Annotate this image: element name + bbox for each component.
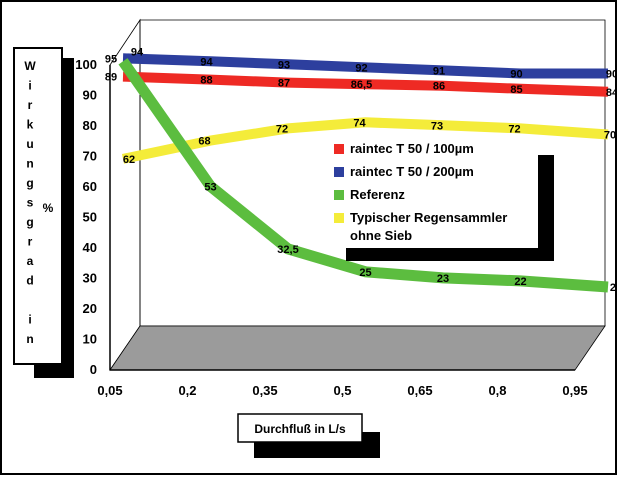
floor (109, 325, 606, 371)
x-tick-label: 0,95 (562, 383, 587, 398)
y-axis-label-letter: a (27, 254, 34, 268)
series-line (122, 53, 608, 79)
y-tick-label: 20 (83, 301, 97, 316)
y-tick-labels: 0 10 20 30 40 50 60 70 80 90 100 (75, 57, 97, 377)
x-tick-label: 0,5 (333, 383, 351, 398)
data-label: 90 (510, 69, 522, 81)
data-label: 68 (198, 136, 210, 148)
y-axis-label-letter: r (28, 235, 33, 249)
data-label: 86 (433, 81, 445, 93)
legend-swatch (334, 213, 344, 223)
data-label: 32,5 (277, 244, 298, 256)
series-lines (118, 53, 609, 293)
y-tick-label: 10 (83, 332, 97, 347)
data-label: 84 (606, 87, 617, 99)
legend-entry: raintec T 50 / 100µm (350, 141, 474, 156)
legend: raintec T 50 / 100µm raintec T 50 / 200µm… (334, 141, 507, 243)
x-axis-label: Durchfluß in L/s (254, 422, 346, 436)
legend-entry: ohne Sieb (350, 228, 412, 243)
data-label: 92 (355, 62, 367, 74)
y-axis-label-letter: i (28, 313, 31, 327)
data-label: 91 (433, 65, 445, 77)
legend-swatch (334, 190, 344, 200)
data-label: 23 (437, 273, 449, 285)
y-tick-label: 70 (83, 149, 97, 164)
data-label: 90 (606, 69, 617, 81)
y-tick-label: 50 (83, 210, 97, 225)
data-label: 85 (510, 84, 522, 96)
legend-shadow-vertical (538, 155, 554, 261)
y-axis-label-letter: u (26, 137, 33, 151)
data-label: 94 (131, 46, 144, 58)
data-label: 53 (204, 181, 216, 193)
y-tick-label: 0 (90, 362, 97, 377)
data-label: 86,5 (351, 79, 372, 91)
data-label: 87 (278, 78, 290, 90)
data-label: 93 (278, 59, 290, 71)
data-label: 25 (359, 267, 371, 279)
x-tick-label: 0,8 (488, 383, 506, 398)
series-line (118, 58, 609, 293)
data-label: 72 (508, 123, 520, 135)
legend-entry: Referenz (350, 187, 405, 202)
x-tick-label: 0,65 (407, 383, 432, 398)
y-tick-label: 90 (83, 88, 97, 103)
y-tick-label: 30 (83, 271, 97, 286)
data-label: 95 (105, 53, 117, 65)
y-tick-label: 100 (75, 57, 97, 72)
data-label: 20 (610, 282, 617, 294)
y-axis-label-letter: s (27, 196, 34, 210)
x-tick-label: 0,35 (252, 383, 277, 398)
x-tick-label: 0,05 (97, 383, 122, 398)
data-label: 72 (276, 123, 288, 135)
data-label: 89 (105, 72, 117, 84)
y-axis-label-letter: k (27, 118, 34, 132)
y-tick-label: 40 (83, 240, 97, 255)
data-label: 88 (200, 75, 212, 87)
data-labels: 89 88 87 86,5 86 85 84 95 94 93 92 91 90 90 94 53 32,5 25… (105, 46, 617, 294)
y-axis-label-letter: W (24, 59, 36, 73)
y-tick-label: 60 (83, 179, 97, 194)
y-tick-label: 80 (83, 118, 97, 133)
legend-entry: raintec T 50 / 200µm (350, 164, 474, 179)
data-label: 22 (514, 276, 526, 288)
series-line (121, 117, 609, 164)
x-tick-label: 0,2 (178, 383, 196, 398)
x-tick-labels: 0,05 0,2 0,35 0,5 0,65 0,8 0,95 (97, 383, 587, 398)
data-label: 62 (123, 154, 135, 166)
legend-swatch (334, 144, 344, 154)
y-axis-label-letter: g (26, 176, 33, 190)
y-axis-label-letter: r (28, 98, 33, 112)
y-axis-label-letter: i (28, 79, 31, 93)
data-label: 94 (200, 56, 213, 68)
y-axis-label-letter: n (26, 332, 33, 346)
y-axis-label-letter: g (26, 215, 33, 229)
legend-swatch (334, 167, 344, 177)
series-line (122, 71, 609, 97)
data-label: 73 (431, 120, 443, 132)
xlabel-box (237, 413, 363, 443)
legend-shadow-horizontal (346, 248, 554, 261)
data-label: 70 (604, 130, 616, 142)
ylabel-box (13, 47, 63, 365)
data-label: 74 (353, 117, 366, 129)
y-axis-unit: % (43, 201, 54, 215)
y-axis-label-letter: n (26, 157, 33, 171)
legend-entry: Typischer Regensammler (350, 210, 507, 225)
y-axis-label-letter: d (26, 274, 33, 288)
